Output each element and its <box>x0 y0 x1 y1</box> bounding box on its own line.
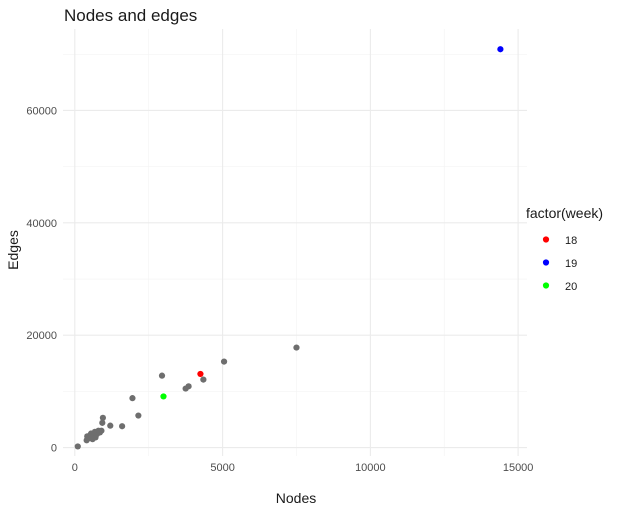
data-point <box>99 419 106 426</box>
data-point <box>129 395 136 402</box>
legend-label-week-18: 18 <box>565 235 577 247</box>
legend-label-week-19: 19 <box>565 258 577 270</box>
y-tick-label: 20000 <box>26 330 57 342</box>
data-point <box>74 443 81 450</box>
data-point-week-18 <box>197 370 204 378</box>
data-point-week-20 <box>160 393 167 400</box>
legend-label-week-20: 20 <box>565 281 577 293</box>
data-point <box>200 376 207 383</box>
y-axis-label: Edges <box>5 230 21 270</box>
x-tick-label: 0 <box>72 462 78 474</box>
legend-key-week-18 <box>542 236 550 243</box>
x-axis-label: Nodes <box>276 490 316 506</box>
x-tick-label: 15000 <box>503 462 534 474</box>
y-tick-label: 40000 <box>26 218 57 230</box>
legend-title: factor(week) <box>526 205 603 221</box>
data-point <box>107 422 114 429</box>
data-point <box>135 412 142 419</box>
data-point <box>158 372 166 379</box>
axis-ticks: 0 5000 10000 15000 0 20000 40000 60000 <box>26 105 533 474</box>
legend-key-week-20 <box>542 282 550 289</box>
chart-title: Nodes and edges <box>64 6 197 25</box>
data-point <box>99 414 106 421</box>
x-tick-label: 5000 <box>210 462 234 474</box>
data-point <box>293 344 300 351</box>
y-tick-label: 60000 <box>26 105 57 117</box>
grid <box>63 29 527 456</box>
data-point <box>119 423 126 430</box>
x-tick-label: 10000 <box>355 462 386 474</box>
data-point-week-19 <box>497 46 504 53</box>
data-point <box>185 383 192 390</box>
legend-key-week-19 <box>542 259 550 266</box>
y-tick-label: 0 <box>51 443 57 455</box>
legend: factor(week) 18 19 20 <box>526 205 603 293</box>
data-points <box>74 46 504 450</box>
data-point <box>98 427 105 434</box>
data-point <box>220 358 228 365</box>
